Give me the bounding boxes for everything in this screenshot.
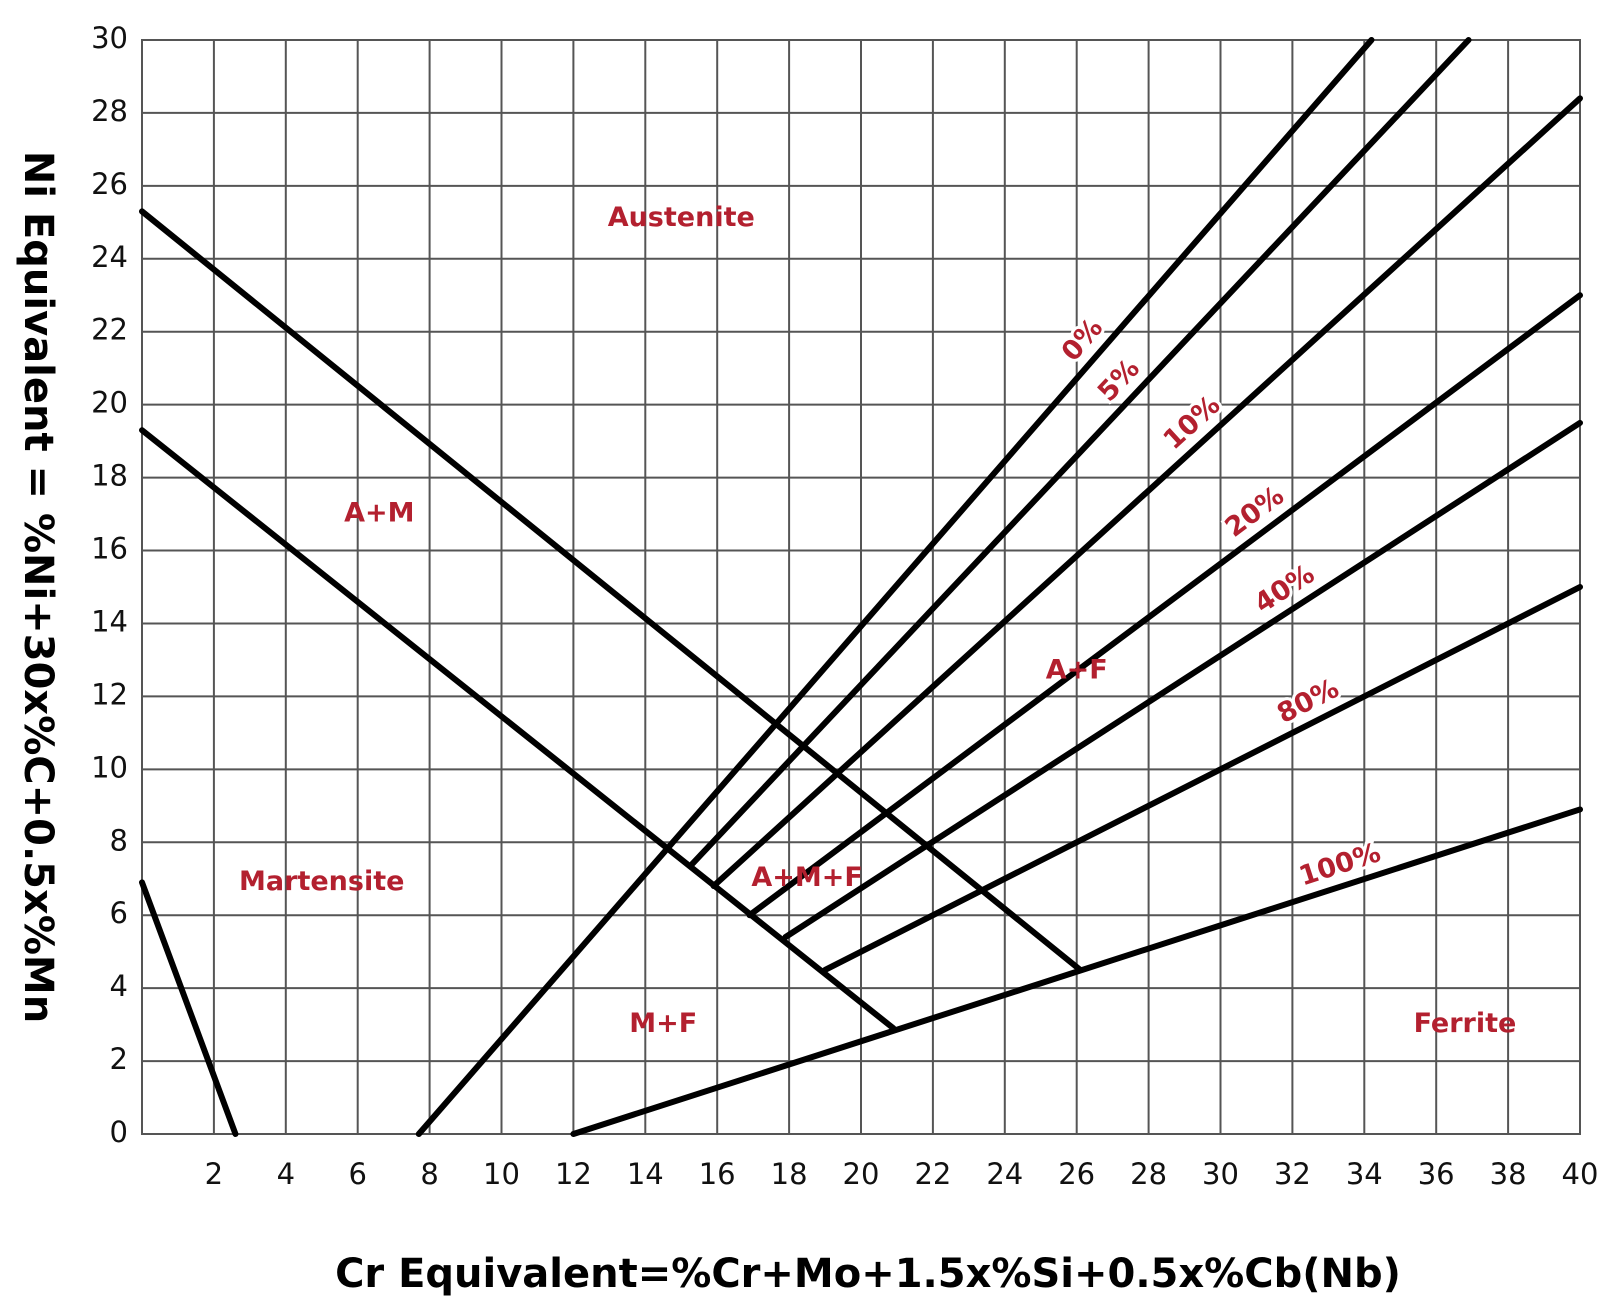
boundary-line	[139, 879, 239, 1137]
boundary-line	[689, 37, 1472, 868]
y-axis-title: Ni Equivalent = %Ni+30x%C+0.5x%Mn	[15, 151, 61, 1023]
series-label: 0%	[1056, 312, 1109, 367]
y-tick-label: 0	[110, 1115, 128, 1149]
y-tick-label: 16	[91, 532, 128, 566]
x-tick-label: 10	[483, 1157, 520, 1191]
region-label: Martensite	[239, 866, 404, 897]
x-axis-title: Cr Equivalent=%Cr+Mo+1.5x%Si+0.5x%Cb(Nb)	[335, 1251, 1401, 1297]
x-tick-label: 38	[1490, 1157, 1527, 1191]
y-tick-label: 30	[91, 21, 128, 55]
x-tick-label: 18	[771, 1157, 808, 1191]
x-tick-label: 8	[420, 1157, 438, 1191]
y-tick-label: 2	[110, 1042, 128, 1076]
y-tick-label: 10	[91, 750, 128, 784]
boundary-line	[415, 37, 1375, 1137]
x-tick-label: 32	[1274, 1157, 1311, 1191]
series-label: 80%	[1272, 673, 1344, 730]
x-tick-label: 30	[1202, 1157, 1239, 1191]
y-tick-label: 12	[91, 677, 128, 711]
x-tick-label: 12	[555, 1157, 592, 1191]
boundary-line	[710, 95, 1583, 890]
series-label: 5%	[1092, 353, 1146, 408]
boundary-line	[782, 419, 1583, 941]
y-tick-label: 22	[91, 313, 128, 347]
x-tick-label: 20	[843, 1157, 880, 1191]
boundary-line	[822, 584, 1583, 973]
y-tick-label: 8	[110, 823, 128, 857]
region-label: Austenite	[608, 202, 755, 233]
y-tick-label: 26	[91, 167, 128, 201]
x-tick-label: 6	[348, 1157, 366, 1191]
region-label: M+F	[629, 1008, 697, 1039]
y-tick-label: 28	[91, 94, 128, 128]
series-label: 20%	[1220, 480, 1290, 544]
x-tick-label: 22	[914, 1157, 951, 1191]
x-tick-label: 2	[205, 1157, 223, 1191]
region-label: A+M	[344, 498, 414, 529]
x-tick-label: 26	[1058, 1157, 1095, 1191]
y-tick-label: 14	[91, 604, 128, 638]
y-tick-label: 20	[91, 386, 128, 420]
region-label: Ferrite	[1414, 1008, 1517, 1039]
boundary-line	[139, 427, 897, 1032]
x-tick-label: 34	[1346, 1157, 1383, 1191]
y-tick-label: 4	[110, 969, 128, 1003]
boundary-line	[570, 806, 1583, 1137]
series-label: 10%	[1158, 390, 1227, 456]
boundary-line	[139, 208, 1084, 973]
y-tick-label: 18	[91, 459, 128, 493]
series-label: 40%	[1249, 558, 1320, 619]
x-tick-label: 14	[627, 1157, 664, 1191]
y-tick-label: 24	[91, 240, 128, 274]
region-label: A+F	[1046, 654, 1108, 685]
region-label: A+M+F	[751, 862, 862, 893]
x-tick-label: 24	[986, 1157, 1023, 1191]
x-tick-label: 36	[1418, 1157, 1455, 1191]
boundary-line	[746, 292, 1583, 919]
x-tick-label: 28	[1130, 1157, 1167, 1191]
x-tick-label: 4	[277, 1157, 295, 1191]
y-tick-label: 6	[110, 896, 128, 930]
x-tick-label: 40	[1562, 1157, 1599, 1191]
x-tick-label: 16	[699, 1157, 736, 1191]
